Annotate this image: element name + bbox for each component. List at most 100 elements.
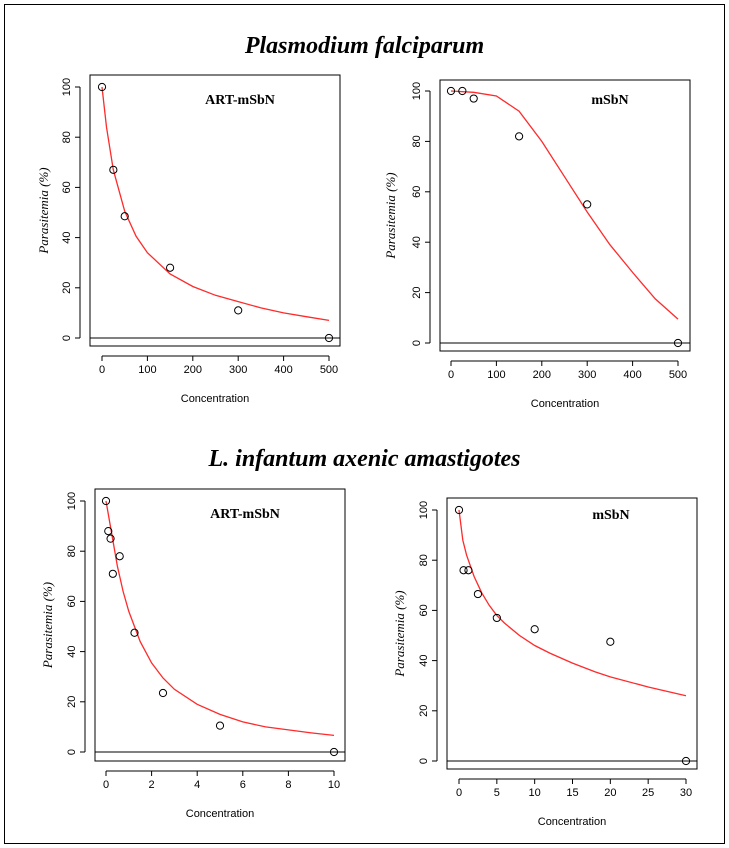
data-point <box>473 589 483 599</box>
x-tick-label: 300 <box>578 369 596 381</box>
data-point <box>97 82 107 92</box>
x-tick-label: 4 <box>194 779 200 791</box>
chart-panel-2: 0 100 200 300 400 500 0 20 40 60 80 100 Concentratio… <box>383 79 691 410</box>
panel-label: ART-mSbN <box>205 93 275 108</box>
x-tick-label: 2 <box>149 779 155 791</box>
chart-panel-4: 0 5 10 15 20 25 30 0 20 40 60 80 100 Concentration Par… <box>392 497 698 828</box>
x-tick-label: 0 <box>448 369 454 381</box>
data-point <box>101 496 111 506</box>
data-point <box>515 132 524 141</box>
y-tick-label: 60 <box>66 595 78 607</box>
data-point <box>446 86 456 96</box>
data-point <box>492 613 501 623</box>
section-title-plasmodium: Plasmodium falciparum <box>244 33 485 59</box>
data-point <box>329 747 339 757</box>
x-tick-label: 8 <box>285 779 291 791</box>
data-point <box>469 94 478 103</box>
figure-frame: Plasmodium falciparum L. infantum axenic… <box>4 4 725 844</box>
panel-label: mSbN <box>591 93 628 108</box>
x-axis-title: Concentration <box>186 808 255 820</box>
y-tick-label: 60 <box>411 186 423 198</box>
plot-box <box>446 497 698 770</box>
x-tick-label: 500 <box>669 369 687 381</box>
x-tick-label: 200 <box>533 369 551 381</box>
x-axis-title: Concentration <box>181 393 250 405</box>
y-tick-label: 40 <box>418 654 430 666</box>
data-point <box>104 527 113 536</box>
y-axis-title: Parasitemia (%) <box>392 590 407 677</box>
y-tick-label: 40 <box>61 231 73 243</box>
data-point <box>681 756 691 766</box>
y-tick-label: 80 <box>61 131 73 143</box>
fit-curve <box>458 509 687 697</box>
x-tick-label: 10 <box>328 779 340 791</box>
x-tick-label: 30 <box>680 787 692 799</box>
data-point <box>215 721 225 730</box>
x-tick-label: 0 <box>99 364 105 376</box>
data-point <box>130 628 139 637</box>
panel-label: ART-mSbN <box>210 507 280 522</box>
x-tick-label: 10 <box>529 787 541 799</box>
y-tick-label: 80 <box>411 135 423 147</box>
y-tick-label: 0 <box>411 340 423 346</box>
y-tick-label: 80 <box>66 545 78 557</box>
x-tick-label: 200 <box>184 364 202 376</box>
x-tick-label: 5 <box>494 787 500 799</box>
fit-curve <box>105 500 335 737</box>
data-point <box>606 637 615 646</box>
x-tick-label: 20 <box>604 787 616 799</box>
y-tick-label: 100 <box>411 82 423 100</box>
x-tick-label: 25 <box>642 787 654 799</box>
chart-panel-3: 0 2 4 6 8 10020406080100ConcentrationParasite… <box>40 488 346 820</box>
data-point <box>115 552 124 561</box>
x-tick-label: 0 <box>456 787 462 799</box>
x-axis-title: Concentration <box>538 816 607 828</box>
data-point <box>464 566 473 575</box>
chart-panel-1: 0 100 200 300 400 500 0 20 40 60 80 100 Concentratio… <box>36 74 341 405</box>
x-tick-label: 6 <box>240 779 246 791</box>
data-point <box>454 505 464 515</box>
y-tick-label: 40 <box>66 645 78 657</box>
fit-curve <box>450 90 679 320</box>
y-axis-title: Parasitemia (%) <box>383 172 398 259</box>
x-tick-label: 400 <box>623 369 641 381</box>
x-tick-label: 500 <box>320 364 338 376</box>
data-point <box>108 569 117 578</box>
data-point <box>583 200 592 209</box>
plot-box <box>89 74 341 347</box>
x-tick-label: 300 <box>229 364 247 376</box>
data-point <box>673 338 683 348</box>
y-tick-label: 60 <box>61 181 73 193</box>
data-point <box>234 306 243 315</box>
x-tick-label: 100 <box>138 364 156 376</box>
y-tick-label: 20 <box>411 286 423 298</box>
y-tick-label: 0 <box>66 749 78 755</box>
y-tick-label: 100 <box>66 492 78 510</box>
y-tick-label: 0 <box>418 758 430 764</box>
data-point <box>166 263 175 272</box>
plot-box <box>94 488 346 762</box>
x-tick-label: 100 <box>487 369 505 381</box>
x-tick-label: 15 <box>566 787 578 799</box>
data-point <box>530 625 539 634</box>
y-tick-label: 20 <box>66 696 78 708</box>
y-tick-label: 20 <box>61 282 73 294</box>
y-tick-label: 40 <box>411 236 423 248</box>
y-tick-label: 100 <box>418 501 430 519</box>
y-tick-label: 80 <box>418 554 430 566</box>
data-point <box>459 566 468 575</box>
panel-label: mSbN <box>592 508 629 523</box>
plot-box <box>439 79 691 352</box>
data-point <box>458 86 467 96</box>
x-tick-label: 400 <box>274 364 292 376</box>
section-title-leishmania: L. infantum axenic amastigotes <box>208 446 521 472</box>
data-point <box>109 165 118 174</box>
y-tick-label: 60 <box>418 604 430 616</box>
data-point <box>106 534 115 543</box>
data-point <box>158 688 168 698</box>
y-tick-label: 0 <box>61 335 73 341</box>
data-point <box>120 212 129 221</box>
fit-curve <box>101 86 330 322</box>
y-axis-title: Parasitemia (%) <box>36 167 51 254</box>
